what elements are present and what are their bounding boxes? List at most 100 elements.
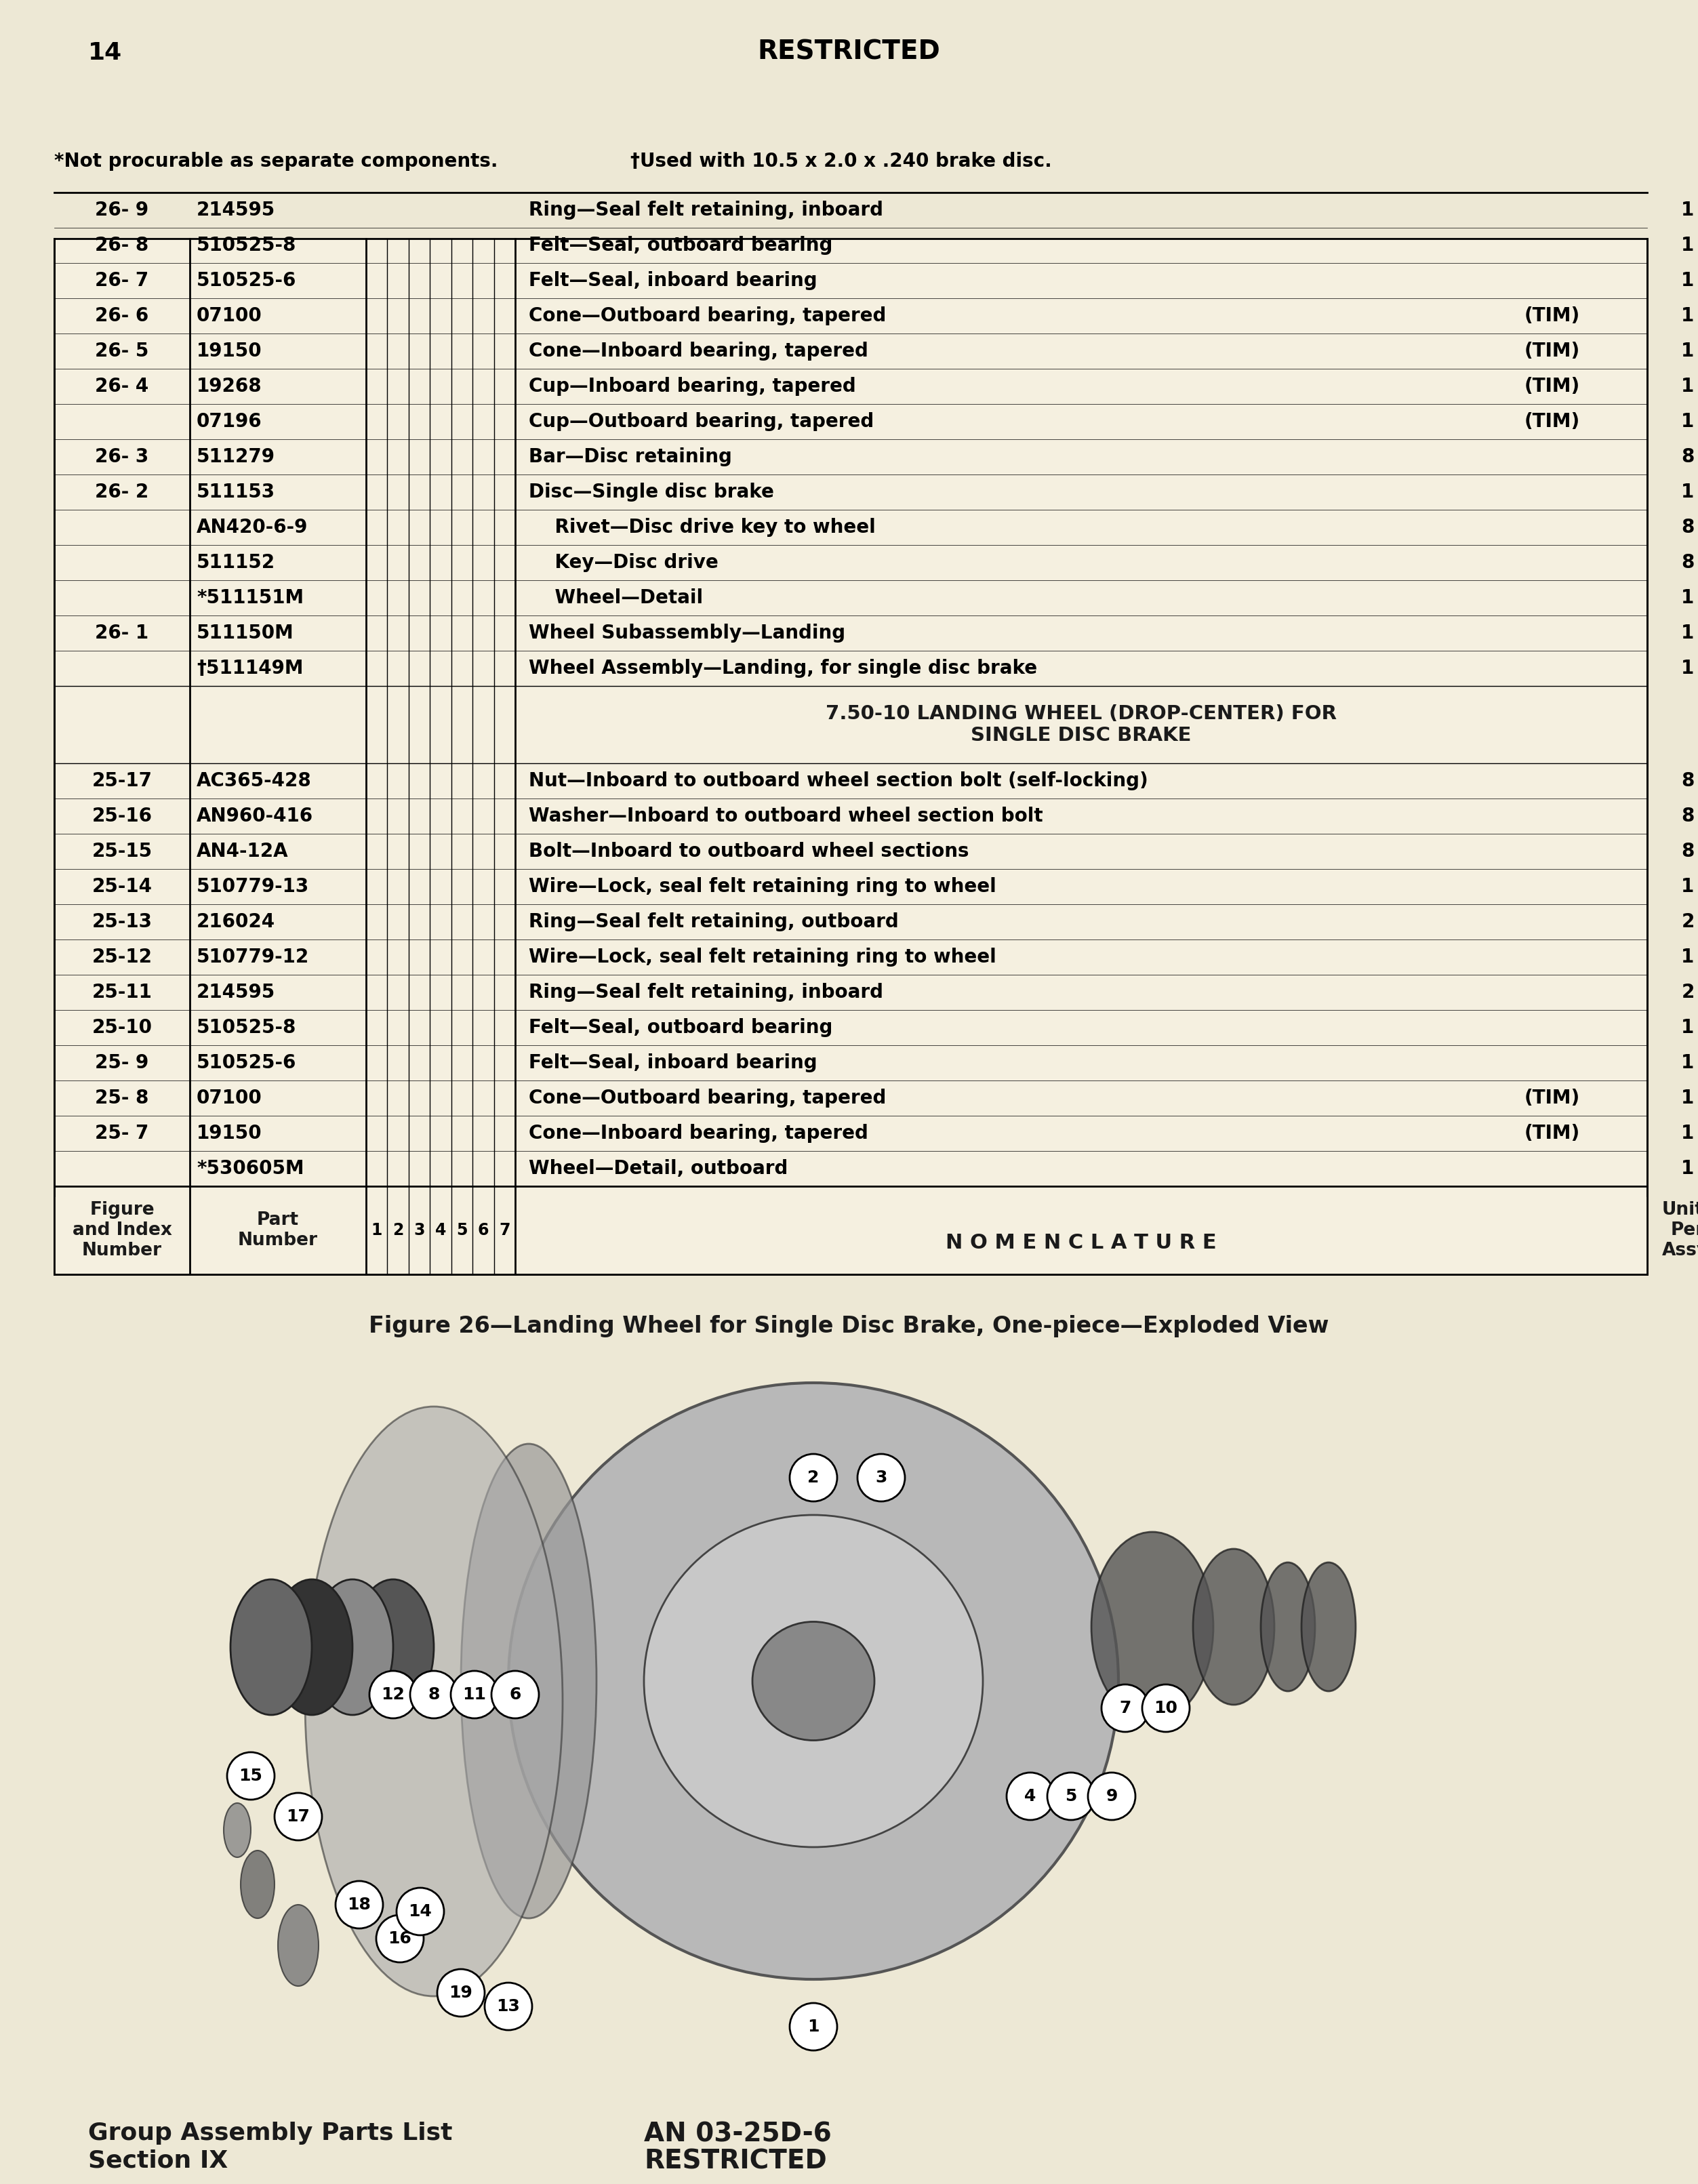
Text: 10: 10 (1155, 1699, 1178, 1717)
Text: Felt—Seal, outboard bearing: Felt—Seal, outboard bearing (528, 1018, 832, 1037)
Text: 5: 5 (1065, 1789, 1077, 1804)
Text: 26- 3: 26- 3 (95, 448, 149, 465)
Text: 1: 1 (1681, 587, 1695, 607)
Text: 1: 1 (1681, 483, 1695, 502)
Circle shape (857, 1455, 905, 1500)
Text: 8: 8 (1681, 841, 1695, 860)
Text: Cone—Outboard bearing, tapered: Cone—Outboard bearing, tapered (528, 1088, 886, 1107)
Text: 1: 1 (1681, 376, 1695, 395)
Text: Units
Per
Assy.: Units Per Assy. (1662, 1201, 1698, 1260)
Ellipse shape (272, 1579, 353, 1714)
Text: 26- 6: 26- 6 (95, 306, 149, 325)
Text: 6: 6 (477, 1223, 489, 1238)
Text: 25-11: 25-11 (92, 983, 153, 1002)
Text: 1: 1 (1681, 1125, 1695, 1142)
Text: *Not procurable as separate components.: *Not procurable as separate components. (54, 151, 498, 170)
Circle shape (377, 1915, 424, 1963)
Text: RESTRICTED: RESTRICTED (644, 2149, 827, 2175)
Text: 1: 1 (1681, 660, 1695, 677)
Text: 19150: 19150 (197, 341, 261, 360)
Text: Group Assembly Parts List: Group Assembly Parts List (88, 2121, 452, 2145)
Text: (TIM): (TIM) (1525, 413, 1581, 430)
Text: 25-12: 25-12 (92, 948, 153, 968)
Text: 9: 9 (1105, 1789, 1117, 1804)
Text: 26- 5: 26- 5 (95, 341, 149, 360)
Text: 214595: 214595 (197, 983, 275, 1002)
Ellipse shape (508, 1382, 1119, 1979)
Text: 19150: 19150 (197, 1125, 261, 1142)
Text: Ring—Seal felt retaining, outboard: Ring—Seal felt retaining, outboard (528, 913, 898, 930)
Text: 1: 1 (1681, 948, 1695, 968)
Text: 5: 5 (457, 1223, 467, 1238)
Text: *511151M: *511151M (197, 587, 304, 607)
Ellipse shape (460, 1444, 596, 1918)
Text: 26- 7: 26- 7 (95, 271, 149, 290)
Text: 13: 13 (496, 1998, 520, 2014)
Circle shape (411, 1671, 457, 1719)
Text: Washer—Inboard to outboard wheel section bolt: Washer—Inboard to outboard wheel section… (528, 806, 1043, 826)
Text: 214595: 214595 (197, 201, 275, 218)
Text: 25- 7: 25- 7 (95, 1125, 149, 1142)
Text: 14: 14 (409, 1904, 431, 1920)
Text: 18: 18 (348, 1896, 372, 1913)
Text: Section IX: Section IX (88, 2149, 228, 2171)
Ellipse shape (752, 1623, 874, 1741)
Text: 19268: 19268 (197, 376, 261, 395)
Text: 26- 8: 26- 8 (95, 236, 149, 256)
Text: 3: 3 (874, 1470, 886, 1485)
Text: 2: 2 (1681, 983, 1695, 1002)
Text: 25-16: 25-16 (92, 806, 153, 826)
Text: 511153: 511153 (197, 483, 275, 502)
Text: 8: 8 (1681, 553, 1695, 572)
Text: 26- 4: 26- 4 (95, 376, 149, 395)
Text: AN960-416: AN960-416 (197, 806, 312, 826)
Bar (54, 1197, 1647, 1273)
Text: 8: 8 (428, 1686, 440, 1704)
Ellipse shape (1262, 1562, 1314, 1690)
Text: 1: 1 (1681, 201, 1695, 218)
Text: 1: 1 (1681, 306, 1695, 325)
Text: Cone—Outboard bearing, tapered: Cone—Outboard bearing, tapered (528, 306, 886, 325)
Text: Wire—Lock, seal felt retaining ring to wheel: Wire—Lock, seal felt retaining ring to w… (528, 948, 997, 968)
Text: *530605M: *530605M (197, 1160, 304, 1177)
Text: Part
Number: Part Number (238, 1212, 318, 1249)
Text: RESTRICTED: RESTRICTED (757, 39, 941, 63)
Text: 510525-6: 510525-6 (197, 271, 297, 290)
Ellipse shape (312, 1579, 394, 1714)
Text: 3: 3 (414, 1223, 424, 1238)
Text: 7: 7 (499, 1223, 509, 1238)
Text: Bolt—Inboard to outboard wheel sections: Bolt—Inboard to outboard wheel sections (528, 841, 970, 860)
Text: 511279: 511279 (197, 448, 275, 465)
Ellipse shape (1092, 1531, 1214, 1721)
Text: 1: 1 (1681, 271, 1695, 290)
Text: 1: 1 (1681, 236, 1695, 256)
Text: 1: 1 (1681, 1018, 1695, 1037)
Ellipse shape (353, 1579, 433, 1714)
Text: AC365-428: AC365-428 (197, 771, 312, 791)
Text: 26- 9: 26- 9 (95, 201, 149, 218)
Text: 25-14: 25-14 (92, 878, 153, 895)
Text: 1: 1 (1681, 622, 1695, 642)
Text: 8: 8 (1681, 518, 1695, 537)
Text: Wheel Assembly—Landing, for single disc brake: Wheel Assembly—Landing, for single disc … (528, 660, 1037, 677)
Text: (TIM): (TIM) (1525, 1125, 1581, 1142)
Text: Felt—Seal, inboard bearing: Felt—Seal, inboard bearing (528, 1053, 817, 1072)
Ellipse shape (278, 1904, 319, 1985)
Ellipse shape (1301, 1562, 1355, 1690)
Circle shape (370, 1671, 418, 1719)
Text: 4: 4 (435, 1223, 447, 1238)
Ellipse shape (231, 1579, 312, 1714)
Text: AN4-12A: AN4-12A (197, 841, 289, 860)
Circle shape (790, 2003, 837, 2051)
Circle shape (436, 1970, 484, 2016)
Text: AN 03-25D-6: AN 03-25D-6 (644, 2121, 832, 2147)
Text: Wheel Subassembly—Landing: Wheel Subassembly—Landing (528, 622, 846, 642)
Text: 25-13: 25-13 (92, 913, 153, 930)
Text: 07196: 07196 (197, 413, 261, 430)
Text: 1: 1 (1681, 413, 1695, 430)
Text: †511149M: †511149M (197, 660, 304, 677)
Text: 4: 4 (1024, 1789, 1036, 1804)
Text: 16: 16 (389, 1931, 411, 1946)
Text: 12: 12 (382, 1686, 404, 1704)
Text: 8: 8 (1681, 806, 1695, 826)
